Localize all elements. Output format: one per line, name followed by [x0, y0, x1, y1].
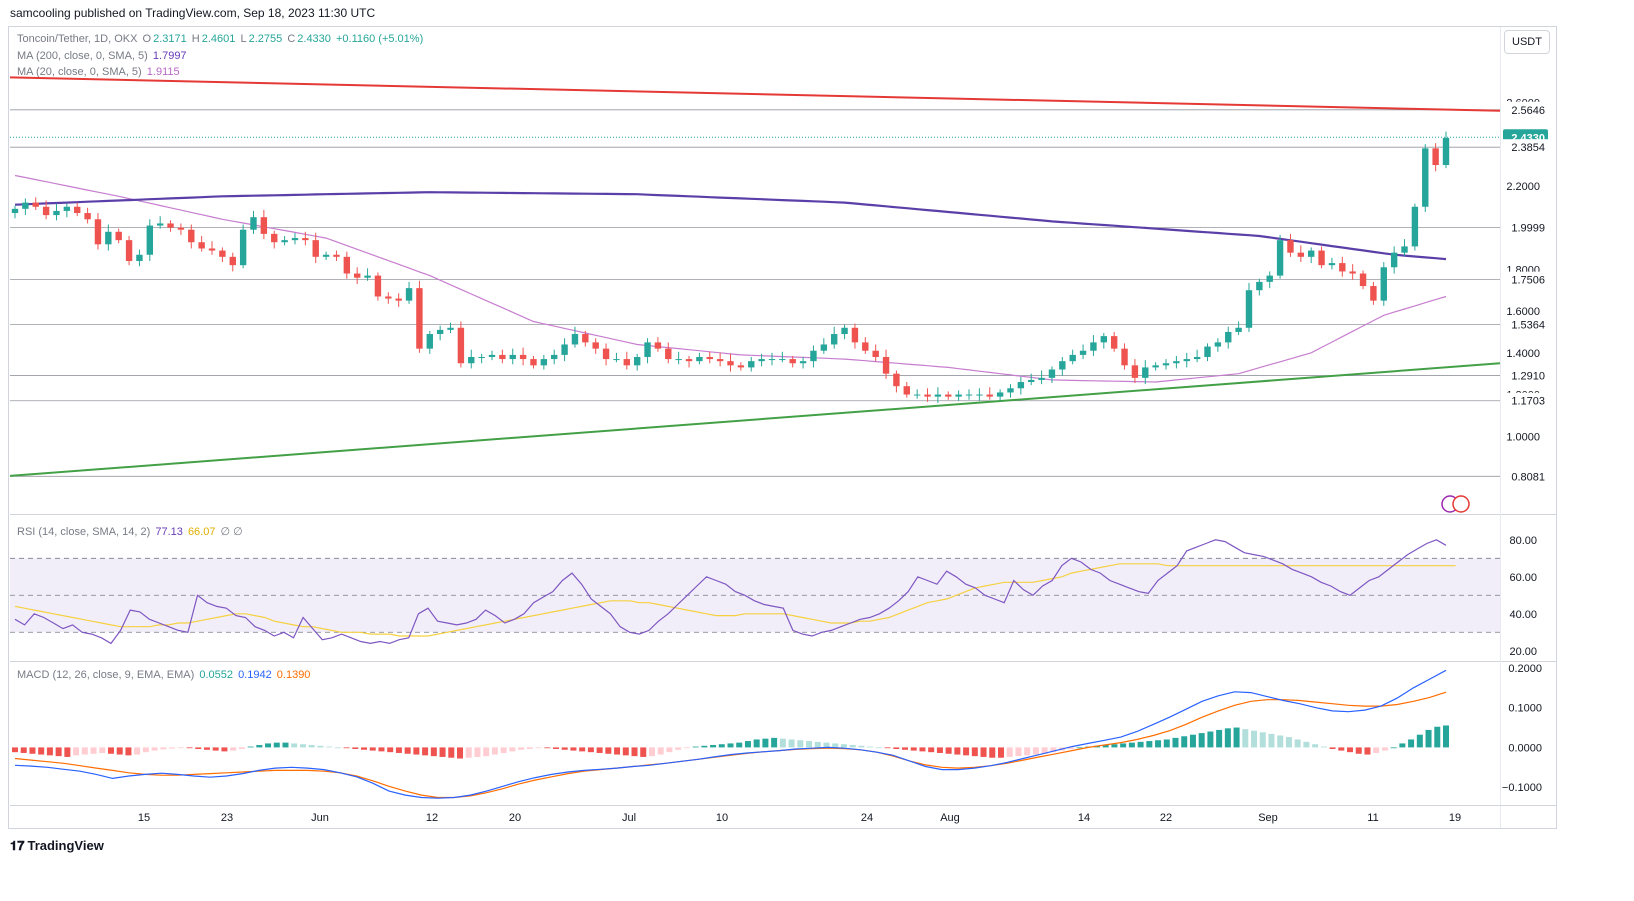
tradingview-brand[interactable]: 𝟏𝟕 TradingView: [10, 838, 104, 854]
chart-frame: [8, 26, 1557, 829]
open-label: O: [142, 33, 152, 45]
ma200-legend[interactable]: MA (200, close, 0, SMA, 5) 1.7997: [17, 50, 189, 62]
open-value: 2.3171: [153, 33, 187, 45]
high-label: H: [191, 33, 200, 45]
macd-value: 0.1942: [238, 669, 272, 681]
ma200-label: MA (200, close, 0, SMA, 5): [17, 50, 148, 62]
tradingview-brand-text: TradingView: [27, 838, 104, 853]
rsi-label: RSI (14, close, SMA, 14, 2): [17, 526, 151, 538]
low-label: L: [240, 33, 247, 45]
rsi-value: 77.13: [155, 526, 183, 538]
currency-button[interactable]: USDT: [1504, 30, 1550, 54]
ma20-value: 1.9115: [146, 66, 180, 78]
rsi-extra: ∅ ∅: [220, 526, 243, 538]
ma200-value: 1.7997: [152, 50, 187, 62]
macd-signal-value: 0.1390: [276, 669, 311, 681]
rsi-ma-value: 66.07: [187, 526, 216, 538]
high-value: 2.4601: [201, 33, 236, 45]
macd-label: MACD (12, 26, close, 9, EMA, EMA): [17, 669, 195, 681]
rsi-legend[interactable]: RSI (14, close, SMA, 14, 2) 77.13 66.07 …: [17, 525, 245, 538]
close-label: C: [287, 33, 296, 45]
macd-legend[interactable]: MACD (12, 26, close, 9, EMA, EMA) 0.0552…: [17, 669, 312, 681]
published-by: samcooling published on TradingView.com,…: [10, 6, 376, 20]
ma20-legend[interactable]: MA (20, close, 0, SMA, 5) 1.9115: [17, 66, 182, 78]
macd-hist-value: 0.0552: [199, 669, 233, 681]
change-value: +0.1160 (+5.01%): [335, 33, 424, 45]
low-value: 2.2755: [248, 33, 283, 45]
ma20-label: MA (20, close, 0, SMA, 5): [17, 66, 142, 78]
symbol-legend[interactable]: Toncoin/Tether, 1D, OKX O 2.3171 H 2.4601 …: [17, 33, 425, 45]
tradingview-logo: 𝟏𝟕: [10, 838, 25, 853]
symbol-name: Toncoin/Tether, 1D, OKX: [17, 33, 138, 45]
close-value: 2.4330: [297, 33, 331, 45]
